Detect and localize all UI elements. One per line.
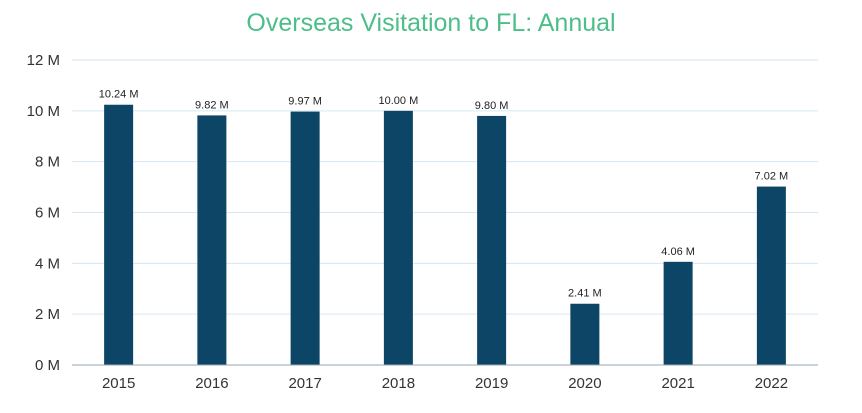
- bar-2015: [104, 104, 134, 365]
- y-tick-label: 8 M: [35, 154, 60, 171]
- y-axis-tick-labels: 0 M 2 M 4 M 6 M 8 M 10 M 12 M: [27, 52, 60, 374]
- x-tick-label-2016: 2016: [195, 375, 228, 392]
- x-tick-label-2019: 2019: [475, 375, 508, 392]
- x-axis-tick-labels: 2015 2016 2017 2018 2019 2020 2021 2022: [102, 375, 788, 392]
- x-tick-label-2022: 2022: [755, 375, 788, 392]
- data-labels: 10.24 M 9.82 M 9.97 M 10.00 M 9.80 M 2.41 M 4.…: [99, 89, 788, 300]
- data-label-2020: 2.41 M: [568, 288, 602, 300]
- x-tick-label-2020: 2020: [568, 375, 601, 392]
- bar-2019: [477, 115, 507, 366]
- x-tick-label-2021: 2021: [661, 375, 694, 392]
- y-tick-label: 12 M: [27, 52, 60, 69]
- bar-2022: [756, 186, 786, 365]
- x-tick-label-2018: 2018: [382, 375, 415, 392]
- y-tick-label: 6 M: [35, 205, 60, 222]
- bar-2016: [197, 115, 227, 366]
- data-label-2022: 7.02 M: [755, 171, 789, 183]
- data-label-2015: 10.24 M: [99, 89, 139, 101]
- data-label-2021: 4.06 M: [661, 246, 695, 258]
- y-tick-label: 4 M: [35, 255, 60, 272]
- y-tick-label: 2 M: [35, 306, 60, 323]
- bar-2020: [570, 303, 600, 365]
- bar-2018: [383, 110, 413, 365]
- bars: [104, 104, 786, 366]
- y-tick-label: 10 M: [27, 103, 60, 120]
- bar-2017: [290, 111, 320, 366]
- data-label-2019: 9.80 M: [475, 100, 509, 112]
- chart-title: Overseas Visitation to FL: Annual: [246, 9, 616, 37]
- data-label-2017: 9.97 M: [288, 96, 322, 108]
- x-tick-label-2017: 2017: [288, 375, 321, 392]
- gridlines: [72, 59, 818, 315]
- y-tick-label: 0 M: [35, 357, 60, 374]
- data-label-2018: 10.00 M: [379, 95, 419, 107]
- bar-2021: [663, 261, 693, 365]
- data-label-2016: 9.82 M: [195, 99, 229, 111]
- x-tick-label-2015: 2015: [102, 375, 135, 392]
